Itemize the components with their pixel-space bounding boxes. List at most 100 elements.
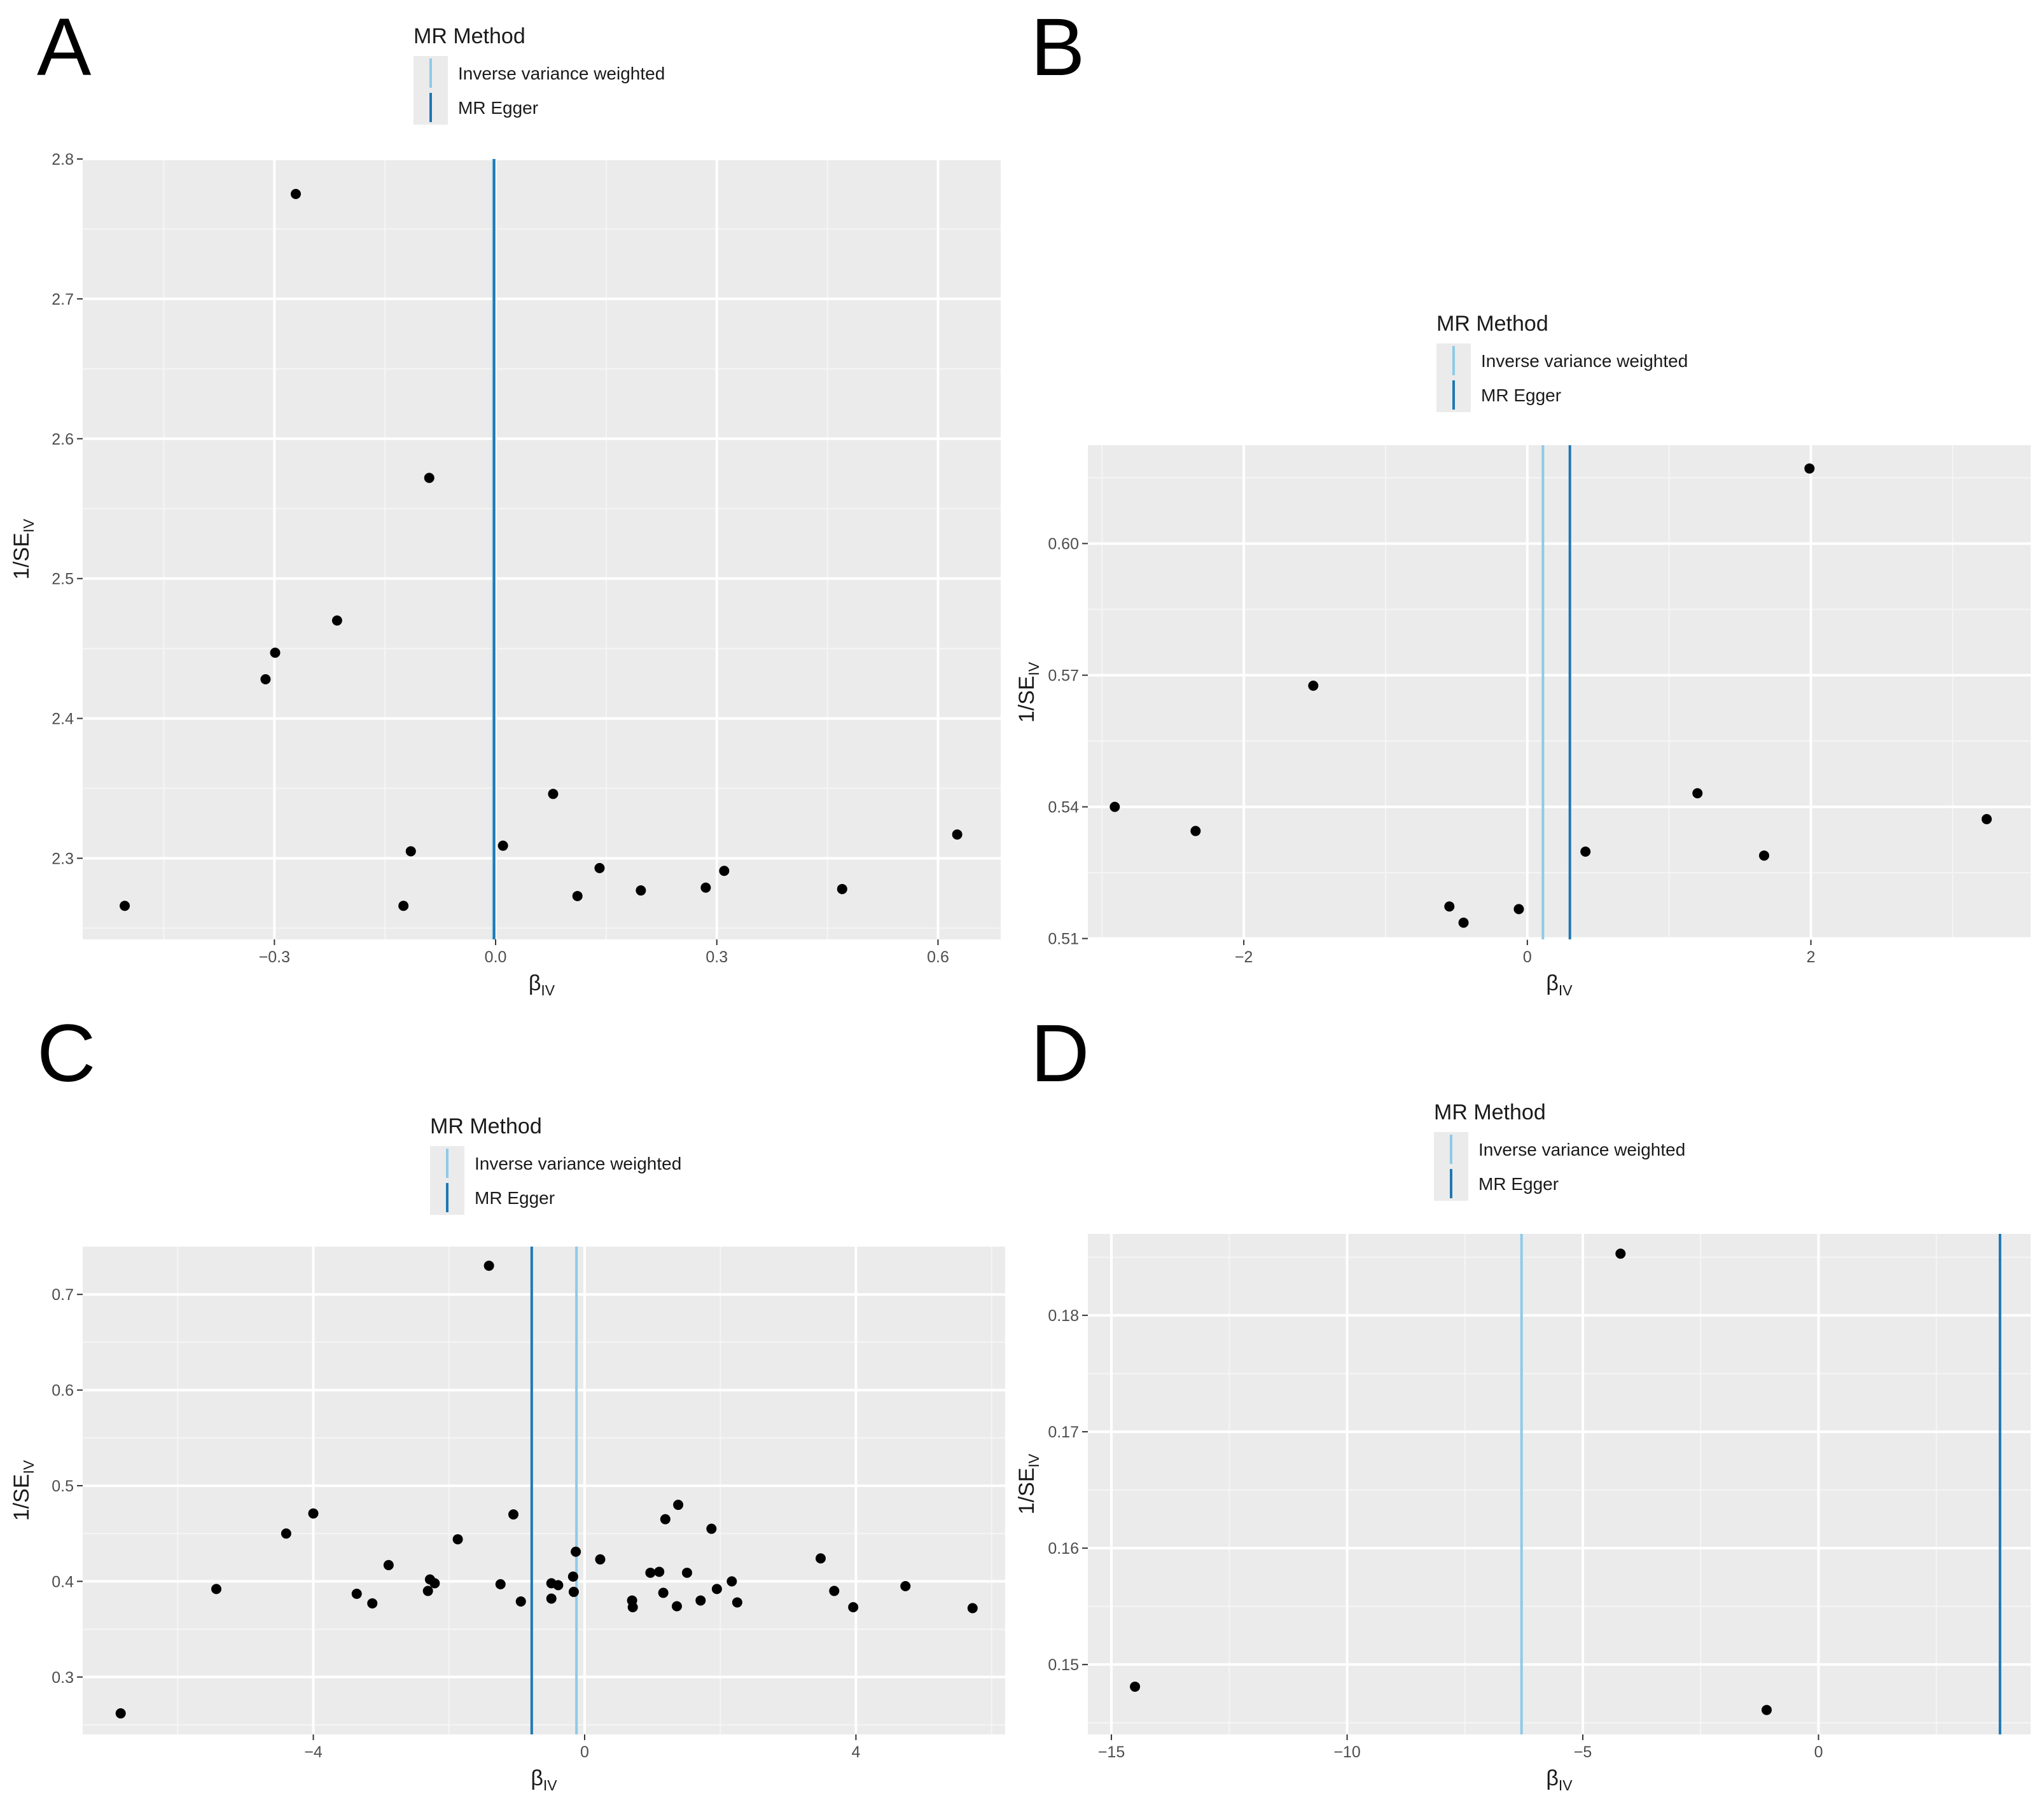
legend-title: MR Method <box>1436 312 1548 336</box>
y-tick-label: 2.4 <box>52 710 74 728</box>
legend-label: MR Egger <box>1481 385 1561 405</box>
y-tick-label: 0.18 <box>1048 1307 1079 1325</box>
legend-title: MR Method <box>1434 1100 1546 1124</box>
data-point <box>681 1567 692 1578</box>
data-point <box>422 1586 433 1596</box>
y-tick-label: 2.5 <box>52 571 74 588</box>
data-point <box>331 615 342 626</box>
y-tick-label: 2.3 <box>52 850 74 868</box>
data-point <box>837 883 847 894</box>
data-point <box>1458 917 1469 928</box>
data-point <box>654 1566 665 1577</box>
panel-a: A MR Method Inverse variance weighted MR Eg… <box>10 2 1001 999</box>
legend-label: Inverse variance weighted <box>1478 1140 1685 1159</box>
data-point <box>1130 1681 1141 1692</box>
x-tick-label: 0.6 <box>927 948 949 966</box>
y-tick-label: 0.51 <box>1048 930 1079 948</box>
data-point <box>290 188 301 199</box>
legend-label: Inverse variance weighted <box>475 1154 681 1173</box>
data-point <box>515 1596 526 1607</box>
data-point <box>673 1500 684 1511</box>
data-point <box>1580 846 1591 857</box>
legend-label: Inverse variance weighted <box>458 64 665 83</box>
legend: MR Method Inverse variance weighted MR Egg… <box>414 24 665 125</box>
data-point <box>495 1579 506 1589</box>
data-point <box>700 882 711 893</box>
y-tick-label: 2.8 <box>52 151 74 169</box>
data-point <box>548 789 559 799</box>
data-point <box>424 473 435 483</box>
data-point <box>900 1580 911 1591</box>
data-point <box>497 840 508 851</box>
data-point <box>594 862 605 873</box>
data-point <box>120 901 130 911</box>
data-point <box>1513 904 1524 915</box>
legend: MR Method Inverse variance weighted MR Egg… <box>430 1114 681 1215</box>
data-point <box>706 1523 717 1534</box>
x-axis-label: βIV <box>1546 971 1573 999</box>
panel-c: C MR Method Inverse variance weighted MR Eg… <box>10 1008 1005 1794</box>
data-point <box>595 1554 606 1565</box>
data-point <box>719 866 730 876</box>
x-tick-label: 0.0 <box>485 948 507 966</box>
data-point <box>1762 1705 1772 1715</box>
plot-background <box>83 159 1001 939</box>
legend-title: MR Method <box>430 1114 542 1138</box>
y-tick-label: 0.5 <box>52 1477 74 1495</box>
data-point <box>211 1584 222 1594</box>
data-point <box>1759 850 1770 861</box>
data-point <box>645 1567 656 1578</box>
x-tick-label: 2 <box>1807 948 1816 966</box>
data-point <box>429 1578 440 1589</box>
data-point <box>732 1597 742 1608</box>
data-point <box>636 885 646 896</box>
y-axis-label: 1/SEIV <box>1015 661 1042 723</box>
data-point <box>270 647 281 658</box>
data-point <box>1444 901 1455 912</box>
y-tick-label: 0.3 <box>52 1669 74 1687</box>
data-point <box>671 1601 682 1612</box>
x-tick-label: −5 <box>1574 1743 1592 1761</box>
y-axis-label: 1/SEIV <box>1015 1453 1042 1514</box>
x-tick-label: −10 <box>1333 1743 1360 1761</box>
data-point <box>115 1708 126 1719</box>
y-tick-label: 0.15 <box>1048 1656 1079 1674</box>
y-tick-label: 0.16 <box>1048 1540 1079 1558</box>
data-point <box>308 1508 319 1519</box>
y-tick-label: 2.7 <box>52 291 74 308</box>
legend-label: MR Egger <box>1478 1174 1559 1194</box>
x-axis-label: βIV <box>1546 1766 1573 1794</box>
data-point <box>546 1593 557 1604</box>
data-point <box>281 1528 291 1539</box>
legend-label: Inverse variance weighted <box>1481 351 1688 371</box>
panel-d: D MR Method Inverse variance weighted MR Eg… <box>1015 1008 2031 1794</box>
data-point <box>260 674 271 684</box>
data-point <box>952 829 963 840</box>
data-point <box>452 1534 463 1545</box>
x-tick-label: 4 <box>851 1743 860 1761</box>
y-axis-label: 1/SEIV <box>10 1460 37 1521</box>
data-point <box>695 1595 706 1606</box>
data-point <box>1190 826 1201 836</box>
data-point <box>967 1603 978 1614</box>
data-point <box>1308 681 1319 691</box>
data-point <box>398 901 409 911</box>
data-point <box>508 1509 519 1520</box>
y-tick-label: 0.4 <box>52 1573 74 1591</box>
y-tick-label: 0.17 <box>1048 1423 1079 1441</box>
panel-letter: B <box>1031 2 1085 93</box>
y-tick-label: 2.6 <box>52 431 74 448</box>
x-axis-label: βIV <box>531 1766 557 1794</box>
y-axis-label: 1/SEIV <box>10 518 37 579</box>
panel-letter: C <box>37 1008 95 1099</box>
data-point <box>1804 463 1815 474</box>
panel-letter: A <box>37 2 92 93</box>
data-point <box>572 890 583 901</box>
legend-label: MR Egger <box>458 98 538 118</box>
x-axis-label: βIV <box>529 971 555 999</box>
data-point <box>1615 1248 1626 1259</box>
data-point <box>483 1261 494 1271</box>
data-point <box>627 1601 638 1612</box>
data-point <box>383 1560 394 1570</box>
